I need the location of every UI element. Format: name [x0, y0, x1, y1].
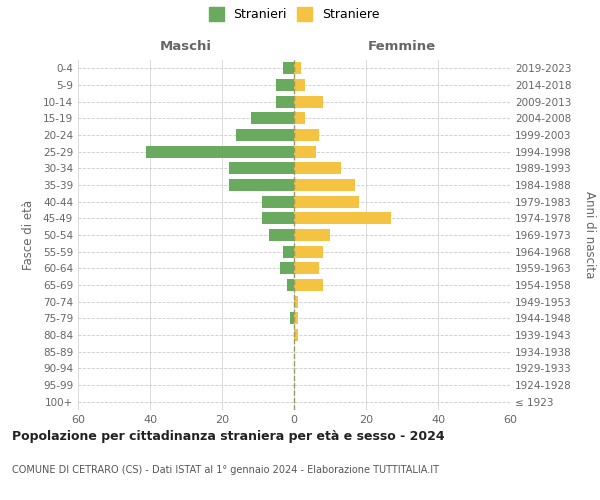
Bar	[294, 262, 319, 274]
Bar	[262, 196, 294, 207]
Legend: Stranieri, Straniere: Stranieri, Straniere	[205, 4, 383, 25]
Bar	[294, 146, 316, 158]
Bar	[269, 229, 294, 241]
Bar	[283, 246, 294, 258]
Bar	[294, 279, 323, 291]
Bar	[294, 296, 298, 308]
Bar	[294, 246, 323, 258]
Bar	[294, 179, 355, 191]
Bar	[294, 112, 305, 124]
Bar	[287, 279, 294, 291]
Bar	[276, 96, 294, 108]
Bar	[294, 229, 330, 241]
Bar	[280, 262, 294, 274]
Bar	[294, 329, 298, 341]
Bar	[283, 62, 294, 74]
Bar	[294, 212, 391, 224]
Bar	[294, 312, 298, 324]
Bar	[276, 79, 294, 91]
Y-axis label: Fasce di età: Fasce di età	[22, 200, 35, 270]
Text: Femmine: Femmine	[368, 40, 436, 53]
Bar	[262, 212, 294, 224]
Bar	[290, 312, 294, 324]
Bar	[294, 162, 341, 174]
Bar	[146, 146, 294, 158]
Y-axis label: Anni di nascita: Anni di nascita	[583, 192, 596, 278]
Bar	[294, 129, 319, 141]
Bar	[236, 129, 294, 141]
Text: Popolazione per cittadinanza straniera per età e sesso - 2024: Popolazione per cittadinanza straniera p…	[12, 430, 445, 443]
Bar	[294, 62, 301, 74]
Bar	[251, 112, 294, 124]
Text: Maschi: Maschi	[160, 40, 212, 53]
Text: COMUNE DI CETRARO (CS) - Dati ISTAT al 1° gennaio 2024 - Elaborazione TUTTITALIA: COMUNE DI CETRARO (CS) - Dati ISTAT al 1…	[12, 465, 439, 475]
Bar	[229, 162, 294, 174]
Bar	[294, 79, 305, 91]
Bar	[294, 96, 323, 108]
Bar	[229, 179, 294, 191]
Bar	[294, 196, 359, 207]
